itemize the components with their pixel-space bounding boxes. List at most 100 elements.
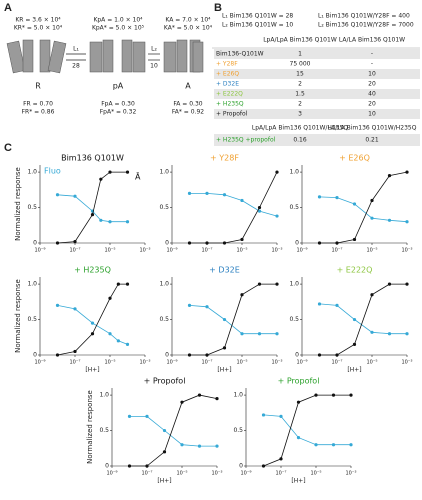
data-point [279, 414, 283, 418]
state-f: FA* = 0.92 [172, 109, 204, 116]
data-point [205, 191, 209, 195]
y-axis-label: Normalized response [14, 167, 22, 241]
data-point [108, 170, 112, 174]
data-point [116, 339, 120, 343]
table-cell: 20 [368, 101, 376, 108]
data-point [387, 282, 392, 286]
chart-title: + Y28F [210, 154, 239, 163]
table-cell: 40 [368, 91, 376, 98]
y-tick-label: 0 [239, 463, 243, 470]
data-point [331, 443, 336, 447]
table-cell: + H235Q [216, 101, 244, 108]
data-point [90, 332, 95, 336]
x-tick-label: 10⁻⁷ [69, 248, 80, 254]
y-tick-label: 0 [165, 352, 169, 359]
table-header: LpA/LpA Bim136 Q101W/H235Q [252, 125, 349, 132]
data-point [275, 214, 279, 218]
data-point [145, 414, 149, 418]
data-point [116, 282, 120, 286]
x-tick-label: 10⁻³ [139, 248, 150, 254]
table-cell: 0.21 [365, 137, 379, 144]
state-f: FR = 0.70 [23, 101, 53, 108]
y-tick-label: 0.5 [289, 316, 299, 323]
data-point [370, 293, 374, 297]
table-cell: 0.16 [293, 137, 307, 144]
transition-value: 28 [72, 63, 80, 70]
y-tick-label: 1.0 [289, 281, 299, 288]
data-point [222, 317, 227, 322]
data-point [127, 464, 132, 468]
data-point [55, 303, 60, 307]
data-point [275, 170, 279, 174]
x-tick-label: 10⁻⁵ [104, 360, 115, 366]
table-cell: 20 [368, 81, 376, 88]
x-tick-label: 10⁻⁵ [176, 471, 187, 477]
x-tick-label: 10⁻⁵ [236, 360, 247, 366]
y-tick-label: 1.0 [27, 169, 37, 176]
data-point [162, 450, 167, 454]
data-point [317, 353, 322, 357]
chart-title: + E222Q [337, 266, 373, 275]
data-point [352, 202, 357, 206]
data-point [222, 241, 227, 245]
state-name: R [35, 82, 41, 91]
chart-title: + H235Q [74, 266, 111, 275]
data-point [108, 220, 112, 224]
chart-title: + Propofol [144, 377, 186, 386]
y-tick-label: 1.0 [159, 169, 169, 176]
x-tick-label: 10⁻⁷ [275, 471, 286, 477]
data-point [197, 393, 202, 397]
transition-value: 10 [150, 63, 158, 70]
x-tick-label: 10⁻⁵ [366, 248, 377, 254]
state-name: A [185, 82, 191, 91]
data-point [197, 444, 202, 448]
table-header: LpA/LpA Bim136 Q101W [263, 37, 337, 44]
data-point [275, 332, 279, 336]
y-tick-label: 0.5 [27, 316, 37, 323]
x-tick-label: 10⁻⁹ [34, 248, 45, 254]
y-tick-label: 0 [165, 240, 169, 247]
x-tick-label: 10⁻³ [401, 360, 412, 366]
transition-label: L₁ [73, 46, 79, 53]
table-cell: 3 [298, 111, 302, 118]
panel-label: C [4, 142, 12, 154]
data-point [125, 170, 130, 174]
data-point [73, 194, 77, 198]
x-axis-label: [H+] [217, 367, 231, 374]
fit-line [319, 283, 407, 356]
data-point [145, 464, 149, 468]
x-tick-label: 10⁻⁹ [166, 360, 177, 366]
chart-title: + Propofol [278, 377, 320, 386]
chart-title: + E26Q [339, 154, 370, 163]
fit-line [263, 414, 351, 446]
data-point [180, 400, 184, 404]
data-point [73, 307, 77, 311]
data-point [257, 209, 262, 213]
state-k: KpA = 1.0 × 10⁴ [93, 17, 143, 24]
table-cell: - [371, 61, 373, 68]
table-cell: + Y28F [216, 61, 238, 68]
table-header: LA/LA Bim136 Q101W [339, 37, 405, 44]
x-tick-label: 10⁻⁹ [240, 471, 251, 477]
data-point [90, 321, 95, 325]
state-k: KpA* = 5.0 × 10⁵ [92, 25, 145, 32]
data-point [108, 296, 112, 300]
data-point [335, 353, 339, 357]
data-point [335, 241, 339, 245]
x-tick-label: 10⁻⁷ [69, 360, 80, 366]
x-tick-label: 10⁻³ [139, 360, 150, 366]
data-point [257, 282, 262, 286]
x-axis-label: [H+] [347, 367, 361, 374]
data-point [314, 443, 318, 447]
state-name: pA [113, 82, 124, 91]
y-tick-label: 0.5 [159, 316, 169, 323]
y-tick-label: 0.5 [289, 204, 299, 211]
fit-line [57, 171, 128, 244]
x-tick-label: 10⁻⁹ [296, 360, 307, 366]
y-tick-label: 0.5 [27, 204, 37, 211]
x-tick-label: 10⁻⁹ [106, 471, 117, 477]
data-point [405, 282, 409, 286]
y-tick-label: 1.0 [159, 281, 169, 288]
y-tick-label: 1.0 [27, 281, 37, 288]
